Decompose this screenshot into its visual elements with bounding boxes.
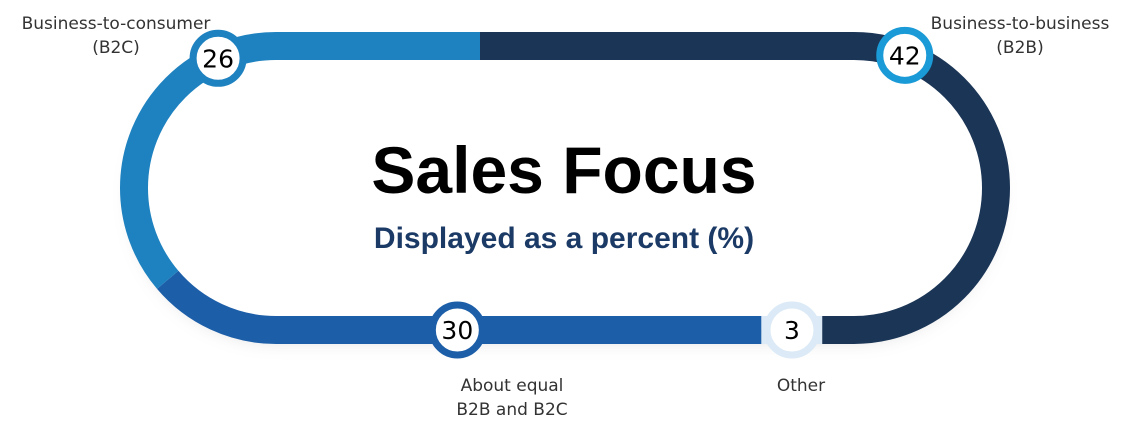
ring-segment [120, 32, 1010, 344]
value-marker [189, 29, 247, 87]
ring-segment [120, 32, 1010, 344]
ring-background [134, 46, 996, 330]
value-marker [876, 26, 934, 84]
value-label: 42 [889, 41, 921, 70]
value-label: 30 [441, 316, 473, 345]
value-label: 26 [202, 44, 234, 73]
chart-subtitle: Displayed as a percent (%) [373, 222, 755, 255]
chart-title: Sales Focus [371, 133, 757, 207]
category-label: Other [776, 376, 826, 396]
ring-segment [120, 32, 1010, 344]
value-label: 3 [784, 316, 800, 345]
value-marker [763, 301, 821, 359]
category-label: Business-to-business (B2B) [930, 14, 1110, 58]
category-label: Business-to-consumer (B2C) [21, 14, 211, 58]
category-label: About equal B2B and B2C [456, 376, 568, 420]
value-marker [428, 301, 486, 359]
